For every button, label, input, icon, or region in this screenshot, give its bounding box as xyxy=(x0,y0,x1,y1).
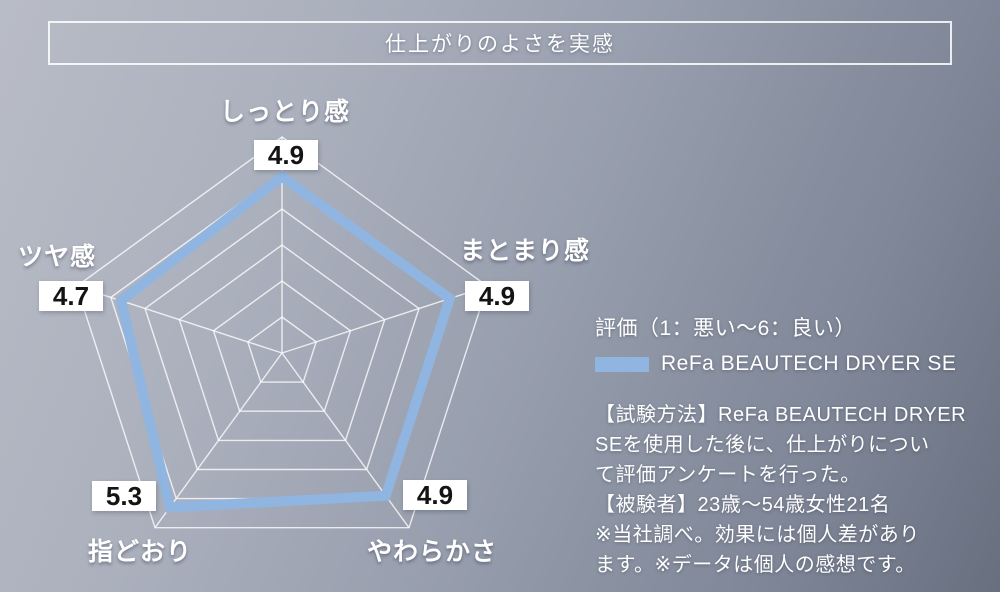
radar-grid-ring xyxy=(246,316,318,383)
value-badge: 4.9 xyxy=(465,281,529,311)
radar-grid-spoke xyxy=(154,352,283,529)
axis-label: しっとり感 xyxy=(219,98,351,126)
value-badge: 4.9 xyxy=(254,140,318,170)
radar-grid-ring xyxy=(144,208,420,471)
axis-label: 指どおり xyxy=(87,538,193,566)
legend-row: ReFa BEAUTECH DRYER SE xyxy=(595,352,956,376)
series-swatch xyxy=(595,356,649,372)
scale-note: 評価（1：悪い～6：良い） xyxy=(595,317,856,340)
value-badge: 5.3 xyxy=(92,481,156,511)
radar-grid-spoke xyxy=(76,285,283,354)
radar-grid-ring xyxy=(212,280,352,412)
title-box: 仕上がりのよさを実感 xyxy=(48,21,952,65)
series-label: ReFa BEAUTECH DRYER SE xyxy=(661,352,957,375)
value-badge: 4.7 xyxy=(39,281,103,311)
radar-data-polygon xyxy=(115,170,456,513)
methodology-notes: 【試験方法】ReFa BEAUTECH DRYER SEを使用した後に、仕上がり… xyxy=(595,404,967,576)
axis-label: やわらかさ xyxy=(366,538,498,566)
axis-label: まとまり感 xyxy=(459,237,591,265)
radar-chart xyxy=(75,136,489,529)
radar-grid-ring xyxy=(75,136,489,529)
radar-grid-spoke xyxy=(281,285,488,354)
page-title: 仕上がりのよさを実感 xyxy=(385,33,615,56)
radar-grid-ring xyxy=(178,244,386,442)
value-badge: 4.9 xyxy=(403,480,467,510)
axis-label: ツヤ感 xyxy=(17,243,97,271)
